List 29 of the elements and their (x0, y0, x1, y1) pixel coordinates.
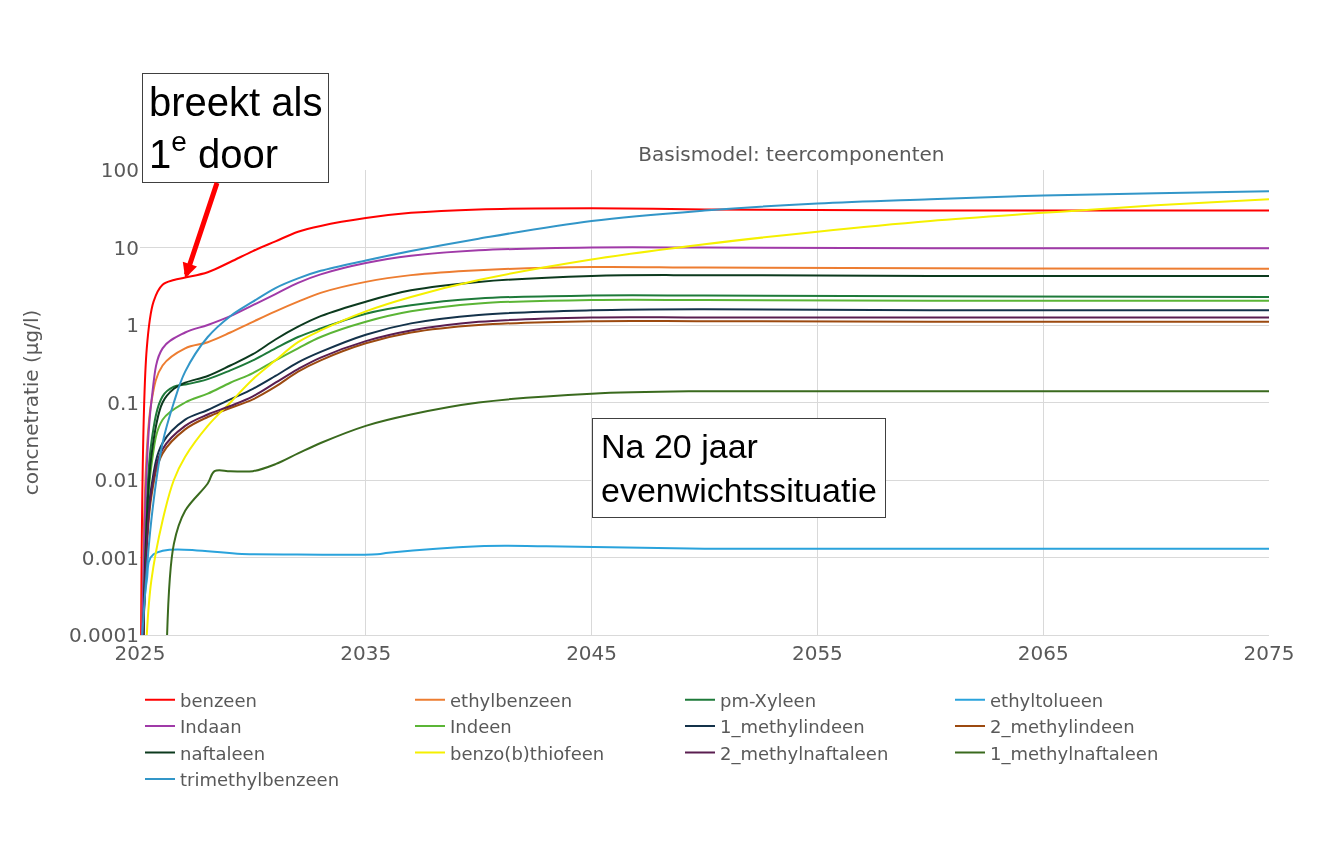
y-tick-label: 100 (100, 158, 139, 182)
legend-label: naftaleen (180, 742, 266, 764)
chart-title: Basismodel: teercomponenten (638, 142, 945, 167)
legend-label: trimethylbenzeen (180, 768, 340, 790)
annotation: breekt als 1$^{e}$ door (149, 80, 323, 176)
legend-label: 2_methylindeen (990, 716, 1135, 739)
x-tick-label: 2055 (791, 641, 843, 665)
annotation: Na 20 jaar evenwichtssituatie (601, 427, 877, 510)
x-tick-label: 2075 (1243, 641, 1295, 665)
x-tick-label: 2065 (1017, 641, 1069, 665)
legend-label: benzo(b)thiofeen (450, 742, 605, 764)
y-tick-label: 0.001 (81, 545, 139, 570)
legend-label: pm-Xyleen (720, 689, 817, 711)
y-tick-label: 0.01 (94, 468, 139, 492)
y-axis-title: concnetratie (µg/l) (18, 309, 43, 496)
legend-label: ethylbenzeen (450, 689, 573, 711)
x-tick-label: 2045 (566, 641, 618, 665)
legend-label: 1_methylindeen (720, 716, 865, 739)
legend-label: Indaan (180, 716, 242, 738)
line-series (166, 389, 1269, 635)
y-tick-label: 1 (126, 313, 139, 337)
legend-label: 1_methylnaftaleen (990, 742, 1159, 765)
x-tick-label: 2035 (340, 641, 392, 665)
legend-label: benzeen (180, 689, 257, 711)
legend-label: 2_methylnaftaleen (720, 742, 889, 765)
y-tick-label: 10 (113, 235, 139, 260)
legend-label: Indeen (450, 716, 512, 738)
legend-label: ethyltolueen (990, 689, 1104, 711)
y-tick-label: 0.1 (107, 390, 139, 415)
